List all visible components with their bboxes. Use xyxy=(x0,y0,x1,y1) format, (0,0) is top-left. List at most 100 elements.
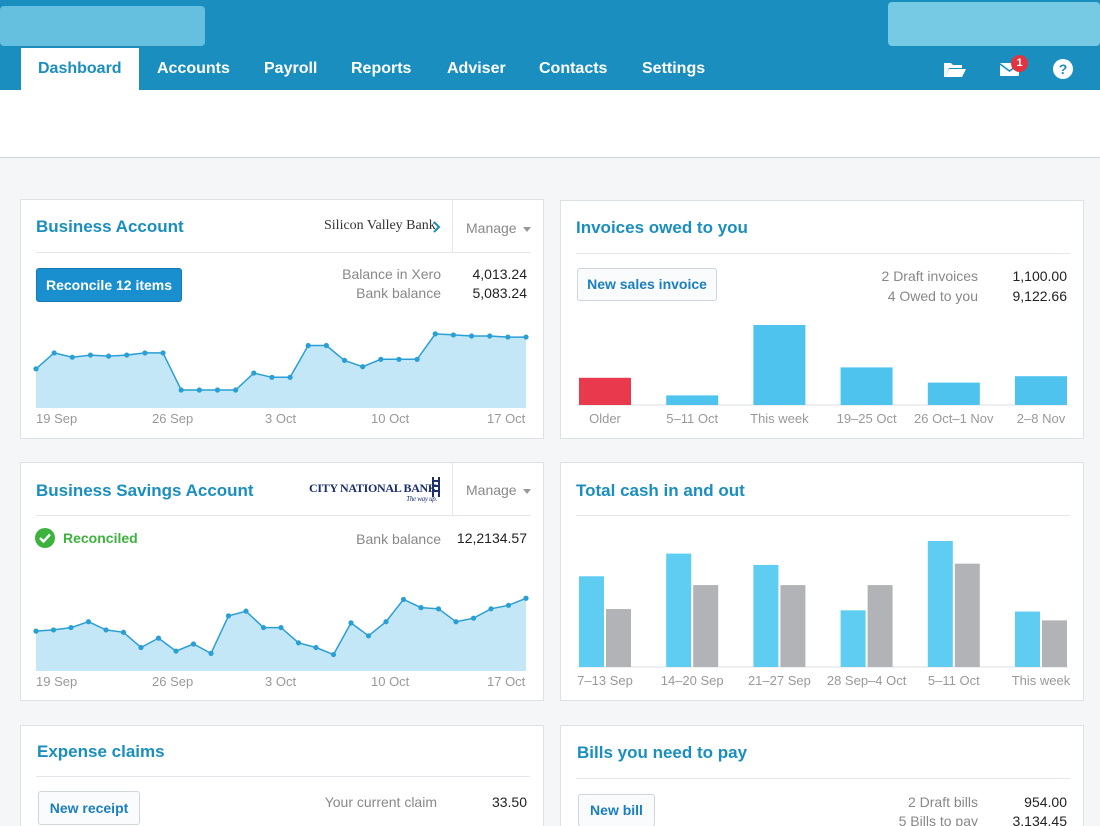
bar-category-label: 5–11 Oct xyxy=(928,673,980,688)
cash-out-bar xyxy=(606,609,631,667)
balance-line xyxy=(35,333,526,391)
bank-balance-value: 5,083.24 xyxy=(472,285,528,301)
divider xyxy=(576,515,1070,516)
invoices-panel: Invoices owed to you New sales invoice 2… xyxy=(560,200,1084,439)
data-point xyxy=(287,374,293,380)
bills-to-pay-label[interactable]: 5 Bills to pay xyxy=(898,813,978,826)
axis-label: 19 Sep xyxy=(36,674,78,689)
cash-out-bar xyxy=(867,585,893,667)
bank-balance-label: Bank balance xyxy=(356,285,441,301)
invoices-bar-chart: Older 5–11 Oct This week 19–25 Oct 26 Oct–1 … xyxy=(577,325,1068,426)
draft-invoices-value: 1,100.00 xyxy=(1012,268,1068,284)
help-icon[interactable]: ? xyxy=(1050,56,1076,82)
draft-invoices-label[interactable]: 2 Draft invoices xyxy=(881,268,978,284)
data-point xyxy=(400,596,407,603)
data-point xyxy=(432,331,438,337)
bar-category-label: 21–27 Sep xyxy=(748,673,811,688)
business-account-line-chart xyxy=(33,331,529,408)
cash-in-bar xyxy=(927,541,953,667)
reconcile-button[interactable]: Reconcile 12 items xyxy=(36,268,182,302)
data-point xyxy=(505,334,511,340)
data-point xyxy=(453,619,459,625)
folder-icon[interactable] xyxy=(942,56,968,82)
bar-category-label: This week xyxy=(750,411,809,426)
bar xyxy=(840,367,893,405)
data-point xyxy=(487,333,493,339)
bar-category-label: 2–8 Nov xyxy=(1017,411,1066,426)
data-point xyxy=(51,350,57,356)
data-point xyxy=(523,595,529,601)
current-claim-label: Your current claim xyxy=(324,794,437,810)
redacted-area-left xyxy=(0,6,205,46)
panel-title[interactable]: Business Account xyxy=(36,217,184,236)
data-point xyxy=(269,374,275,380)
bills-to-pay-value: 3,134.45 xyxy=(1012,813,1068,826)
tab-contacts[interactable]: Contacts xyxy=(539,60,608,77)
data-point xyxy=(505,602,512,608)
data-point xyxy=(173,648,179,654)
data-point xyxy=(470,615,477,621)
bills-panel: Bills you need to pay New bill 2 Draft b… xyxy=(560,725,1084,826)
redacted-area-right xyxy=(888,2,1100,46)
panel-title[interactable]: Total cash in and out xyxy=(576,481,745,500)
data-point xyxy=(87,352,94,358)
divider xyxy=(36,252,530,253)
savings-account-panel: Business Savings Account CITY NATIONAL B… xyxy=(20,462,544,701)
cash-in-bar xyxy=(1015,611,1040,667)
owed-label[interactable]: 4 Owed to you xyxy=(887,288,978,304)
tab-adviser[interactable]: Adviser xyxy=(447,60,506,77)
axis-label: 26 Sep xyxy=(152,674,194,689)
bar xyxy=(579,377,631,405)
check-circle-icon xyxy=(35,528,55,548)
new-bill-button[interactable]: New bill xyxy=(578,794,655,826)
divider xyxy=(36,515,530,516)
data-point xyxy=(33,628,39,634)
data-point xyxy=(233,387,239,393)
data-point xyxy=(142,350,148,356)
data-point xyxy=(365,633,372,639)
panel-title[interactable]: Business Savings Account xyxy=(36,481,254,500)
business-account-panel: Business Account Silicon Valley Bank Man… xyxy=(20,199,544,439)
new-sales-invoice-button[interactable]: New sales invoice xyxy=(577,268,717,301)
data-point xyxy=(278,624,284,631)
manage-dropdown[interactable]: Manage xyxy=(466,220,531,236)
bar-category-label: 28 Sep–4 Oct xyxy=(827,673,907,688)
panel-title[interactable]: Bills you need to pay xyxy=(577,743,748,762)
bar xyxy=(927,382,980,405)
bank-balance-label: Bank balance xyxy=(356,531,441,547)
data-point xyxy=(85,619,92,625)
chevron-right-icon[interactable] xyxy=(433,221,441,233)
panel-title[interactable]: Expense claims xyxy=(37,742,165,761)
data-point xyxy=(295,640,302,646)
data-point xyxy=(313,644,319,651)
tab-settings[interactable]: Settings xyxy=(642,60,706,77)
data-point xyxy=(435,606,442,612)
bank-name: Silicon Valley Bank xyxy=(324,218,436,233)
bar-category-label: 26 Oct–1 Nov xyxy=(914,411,994,426)
data-point xyxy=(323,342,329,349)
bank-logo-ladder-icon xyxy=(432,477,440,497)
data-point xyxy=(103,627,109,633)
bar xyxy=(753,325,806,405)
data-point xyxy=(225,613,232,619)
data-point xyxy=(178,387,184,393)
tab-payroll[interactable]: Payroll xyxy=(264,60,318,77)
new-receipt-button[interactable]: New receipt xyxy=(38,791,140,825)
expense-claims-panel: Expense claims New receipt Your current … xyxy=(20,725,544,826)
data-point xyxy=(124,352,130,358)
cash-out-bar xyxy=(954,563,980,667)
tab-dashboard[interactable]: Dashboard xyxy=(21,48,139,90)
tab-accounts[interactable]: Accounts xyxy=(157,60,230,77)
cash-in-bar xyxy=(666,553,692,667)
caret-down-icon xyxy=(522,226,531,232)
axis-label: 26 Sep xyxy=(152,411,194,426)
cash-in-bar xyxy=(753,564,779,667)
cash-out-bar xyxy=(693,585,719,667)
axis-label: 3 Oct xyxy=(265,674,297,689)
manage-dropdown[interactable]: Manage xyxy=(466,482,531,498)
tab-reports[interactable]: Reports xyxy=(351,60,412,77)
data-point xyxy=(523,334,529,340)
reconciled-status: Reconciled xyxy=(63,530,138,546)
draft-bills-label[interactable]: 2 Draft bills xyxy=(907,794,978,810)
panel-title[interactable]: Invoices owed to you xyxy=(576,218,748,237)
